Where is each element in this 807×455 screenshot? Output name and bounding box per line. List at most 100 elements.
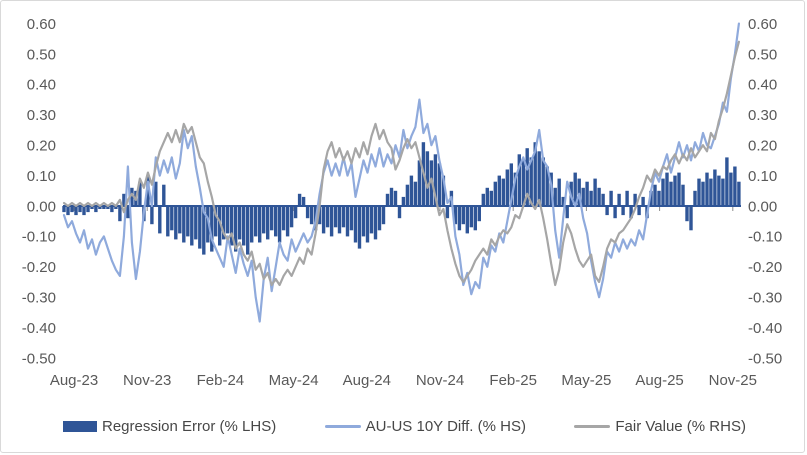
bar bbox=[601, 193, 605, 206]
bar bbox=[150, 206, 154, 225]
y-axis-right-label: 0.40 bbox=[748, 77, 777, 94]
bar bbox=[509, 163, 513, 206]
y-axis-left-label: 0.30 bbox=[27, 107, 56, 124]
legend-item-fair-value: Fair Value (% RHS) bbox=[574, 418, 746, 435]
bar bbox=[78, 206, 82, 213]
bar bbox=[66, 206, 70, 216]
bar bbox=[633, 193, 637, 206]
x-axis-label: May-25 bbox=[561, 372, 611, 389]
bar bbox=[497, 175, 501, 206]
bar bbox=[262, 206, 266, 234]
bar bbox=[481, 193, 485, 206]
bar bbox=[457, 206, 462, 231]
bar bbox=[473, 206, 477, 231]
bar bbox=[437, 163, 442, 206]
bar bbox=[657, 190, 661, 206]
y-axis-right-label: -0.20 bbox=[748, 259, 782, 276]
bar bbox=[485, 187, 489, 206]
bar bbox=[545, 166, 549, 206]
legend-item-au-us-diff: AU-US 10Y Diff. (% HS) bbox=[324, 418, 526, 435]
bar bbox=[505, 169, 509, 206]
bar bbox=[597, 187, 601, 206]
bar bbox=[174, 206, 178, 240]
bar bbox=[337, 206, 342, 234]
bar bbox=[293, 206, 298, 219]
bar bbox=[138, 181, 142, 206]
bar bbox=[198, 206, 202, 249]
y-axis-left-label: 0.10 bbox=[27, 168, 56, 185]
bar bbox=[285, 206, 290, 237]
y-axis-right-label: -0.10 bbox=[748, 229, 782, 246]
bar bbox=[713, 169, 717, 206]
bar bbox=[341, 206, 346, 228]
bar bbox=[110, 206, 114, 213]
bar bbox=[477, 206, 481, 222]
bar bbox=[673, 175, 677, 206]
x-axis-label: Nov-25 bbox=[709, 372, 757, 389]
bar bbox=[389, 187, 394, 206]
bar bbox=[717, 175, 721, 206]
bar bbox=[401, 196, 406, 206]
bar bbox=[146, 175, 150, 206]
line-series-au-us-diff bbox=[62, 22, 741, 323]
bar bbox=[102, 206, 106, 209]
line-series-fair-value bbox=[62, 40, 741, 287]
bar bbox=[242, 206, 246, 246]
bar bbox=[585, 181, 589, 206]
bar bbox=[397, 206, 402, 219]
bar bbox=[609, 190, 613, 206]
bar bbox=[349, 206, 354, 231]
bar bbox=[533, 142, 537, 206]
bar bbox=[194, 206, 198, 240]
bar bbox=[309, 206, 314, 225]
bar bbox=[206, 206, 210, 243]
bar bbox=[357, 206, 362, 249]
bar bbox=[525, 148, 529, 206]
legend-swatch-line-icon bbox=[574, 424, 611, 428]
bar bbox=[226, 206, 230, 234]
bar bbox=[493, 181, 497, 206]
bar bbox=[469, 206, 473, 228]
bar bbox=[333, 206, 338, 228]
legend-label-regression-error: Regression Error (% LHS) bbox=[102, 417, 277, 435]
bar bbox=[246, 206, 250, 255]
bar bbox=[689, 206, 693, 231]
bar bbox=[705, 172, 709, 206]
legend: Regression Error (% LHS) AU-US 10Y Diff.… bbox=[63, 413, 746, 439]
bar bbox=[501, 178, 505, 206]
bar bbox=[170, 206, 174, 231]
bar bbox=[725, 157, 729, 206]
bar bbox=[122, 193, 126, 206]
bar bbox=[238, 206, 242, 240]
bar bbox=[537, 151, 541, 206]
bar bbox=[329, 206, 334, 237]
bar bbox=[669, 181, 673, 206]
bar bbox=[230, 206, 234, 246]
y-axis-left-label: 0.20 bbox=[27, 137, 56, 154]
bar bbox=[266, 206, 270, 240]
bar bbox=[653, 184, 657, 206]
bar bbox=[62, 206, 66, 213]
x-axis-label: Feb-25 bbox=[489, 372, 537, 389]
bar bbox=[409, 175, 414, 206]
bar bbox=[733, 166, 737, 206]
y-axis-right-label: 0.50 bbox=[748, 46, 777, 63]
y-axis-left-label: -0.20 bbox=[22, 259, 56, 276]
bar bbox=[453, 206, 458, 225]
bar bbox=[573, 172, 577, 206]
y-axis-right-label: 0.00 bbox=[748, 198, 777, 215]
bar bbox=[82, 206, 86, 216]
bar bbox=[130, 187, 134, 206]
y-axis-left-label: -0.10 bbox=[22, 229, 56, 246]
bar bbox=[118, 206, 122, 222]
bar bbox=[461, 206, 465, 225]
bar bbox=[489, 190, 493, 206]
bar bbox=[74, 206, 78, 216]
bar bbox=[681, 184, 685, 206]
bar bbox=[605, 206, 609, 216]
bar bbox=[393, 190, 398, 206]
bar bbox=[250, 206, 254, 243]
bar bbox=[433, 154, 438, 206]
bar bbox=[345, 206, 350, 237]
